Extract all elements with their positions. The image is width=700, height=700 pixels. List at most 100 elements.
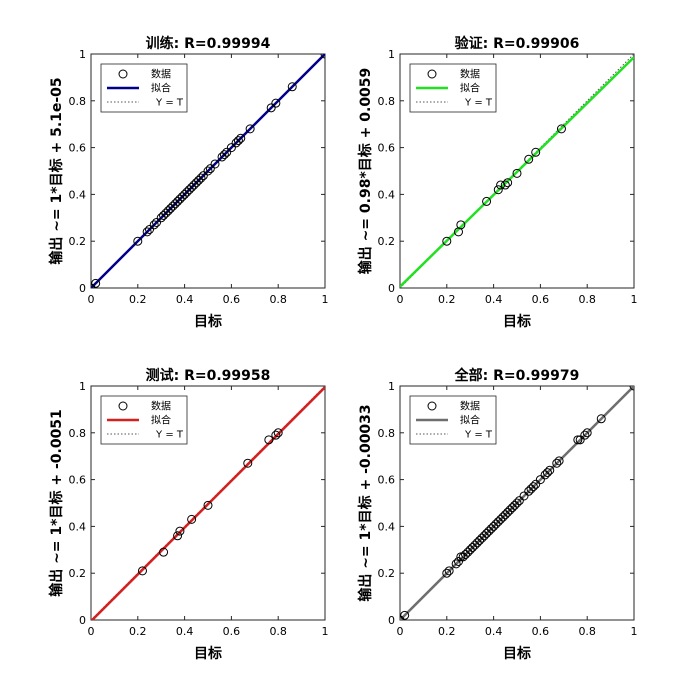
- x-tick-label: 0.6: [223, 293, 241, 306]
- data-point: [545, 465, 555, 475]
- data-point: [456, 220, 466, 230]
- data-point: [145, 225, 154, 234]
- y-tick-label: 0: [79, 282, 86, 295]
- x-tick-label: 1: [322, 293, 329, 306]
- x-tick-label: 1: [631, 625, 638, 638]
- x-tick-label: 0.2: [129, 625, 147, 638]
- data-point: [528, 482, 538, 492]
- data-point: [582, 428, 592, 438]
- fit-line: [400, 386, 634, 620]
- chart-title: 训练: R=0.99994: [146, 35, 271, 52]
- y-tick-label: 1: [79, 48, 86, 61]
- fit-line: [91, 54, 325, 288]
- x-tick-label: 0.4: [176, 293, 194, 306]
- data-point: [477, 533, 487, 543]
- data-point: [198, 171, 208, 181]
- y-tick-label: 0.4: [378, 520, 396, 533]
- y-tick-label: 0.4: [378, 188, 396, 201]
- data-point: [524, 154, 534, 164]
- x-axis-label: 目标: [194, 313, 222, 330]
- x-tick-label: 0: [88, 625, 95, 638]
- y-tick-label: 0.6: [69, 142, 87, 155]
- data-point: [463, 547, 473, 557]
- x-tick-label: 0: [88, 293, 95, 306]
- legend-entry: Y = T: [155, 98, 184, 109]
- fit-line: [91, 386, 325, 620]
- legend-entry: 拟合: [151, 82, 171, 95]
- data-point: [468, 542, 478, 552]
- x-tick-label: 0.6: [223, 625, 241, 638]
- data-point: [271, 430, 281, 440]
- data-point: [475, 535, 485, 545]
- x-tick-label: 0.6: [532, 293, 550, 306]
- x-tick-label: 1: [322, 625, 329, 638]
- y-tick-label: 0: [79, 614, 86, 627]
- data-point: [554, 456, 564, 466]
- data-point: [233, 136, 243, 146]
- data-point: [531, 479, 541, 489]
- data-point: [454, 557, 463, 566]
- data-point: [187, 514, 197, 524]
- data-point: [451, 559, 461, 569]
- data-point: [505, 505, 515, 515]
- data-point: [526, 484, 536, 494]
- x-tick-label: 0.8: [578, 293, 596, 306]
- data-point: [458, 552, 468, 562]
- data-point: [470, 540, 480, 550]
- data-point: [482, 196, 492, 206]
- data-point: [271, 98, 281, 108]
- data-point: [456, 552, 466, 562]
- data-point: [264, 435, 274, 445]
- data-point: [189, 180, 199, 190]
- legend-entry: 拟合: [460, 414, 480, 427]
- data-point: [182, 187, 192, 197]
- data-point: [175, 194, 185, 204]
- data-point: [442, 568, 452, 578]
- legend-marker-data: [118, 401, 128, 411]
- data-point: [142, 227, 152, 237]
- data-point: [482, 528, 492, 538]
- data-point: [514, 496, 524, 506]
- data-point: [173, 531, 183, 541]
- y-tick-label: 0.8: [69, 95, 87, 108]
- legend-marker-data: [118, 69, 128, 79]
- data-point: [175, 526, 185, 536]
- data-point: [194, 175, 204, 185]
- y-tick-label: 0.6: [69, 474, 87, 487]
- legend-entry: 数据: [460, 68, 480, 81]
- x-tick-label: 0.4: [176, 625, 194, 638]
- chart-panel-1: 0 0.2 0.4 0.6 0.8 1 0 0.2 0.4 0.6 0.8 1 训练: R=0.9999…: [48, 35, 329, 330]
- data-point: [491, 519, 501, 529]
- legend-entry: 数据: [151, 400, 171, 413]
- y-axis-label: 输出 ~= 0.98*目标 + 0.0059: [357, 68, 374, 275]
- data-point: [596, 414, 606, 424]
- data-point: [512, 168, 522, 178]
- chart-panel-3: 0 0.2 0.4 0.6 0.8 1 0 0.2 0.4 0.6 0.8 1 测试: R=0.9995…: [48, 367, 329, 662]
- data-point: [170, 199, 180, 209]
- data-point: [187, 182, 197, 192]
- chart-title: 验证: R=0.99906: [455, 35, 580, 52]
- y-tick-label: 0.8: [378, 427, 396, 440]
- y-tick-label: 1: [388, 48, 395, 61]
- legend-marker-data: [427, 401, 437, 411]
- data-point: [500, 180, 510, 190]
- x-tick-label: 0.2: [129, 293, 147, 306]
- data-point: [461, 549, 471, 559]
- y-tick-label: 0: [388, 282, 395, 295]
- y-tick-label: 0.2: [378, 235, 396, 248]
- y-tick-label: 0.4: [69, 520, 87, 533]
- data-point: [166, 203, 176, 213]
- chart-title: 全部: R=0.99979: [454, 367, 580, 384]
- y-tick-label: 1: [388, 380, 395, 393]
- x-tick-label: 0.2: [438, 293, 456, 306]
- data-point: [196, 173, 206, 183]
- legend-marker-data: [427, 69, 437, 79]
- data-point: [442, 236, 452, 246]
- data-layer: [91, 54, 325, 288]
- data-point: [444, 566, 454, 576]
- x-axis-label: 目标: [503, 313, 531, 330]
- data-point: [266, 103, 276, 113]
- x-axis-label: 目标: [194, 645, 222, 662]
